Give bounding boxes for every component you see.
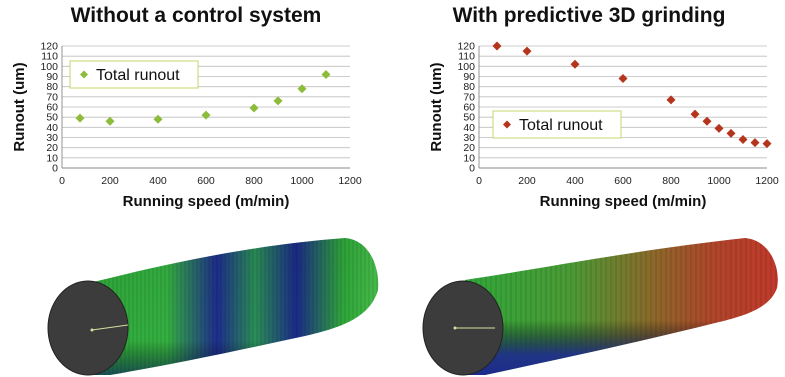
- data-point: [702, 116, 712, 126]
- chart-panel-right: With predictive 3D grinding 0 10 20 30 40 50 6…: [393, 0, 785, 220]
- y-axis-label: Runout (um): [11, 62, 28, 151]
- y-axis-label: Runout (um): [428, 62, 445, 151]
- y-tick-label: 90: [463, 71, 475, 83]
- x-axis-label: Running speed (m/min): [123, 193, 290, 210]
- y-tick-label: 10: [463, 152, 475, 164]
- roll-axis-line: [91, 324, 129, 331]
- y-tick-label: 110: [458, 51, 475, 63]
- x-tick-label: 0: [59, 175, 65, 187]
- x-tick-label: 200: [101, 175, 119, 187]
- y-tick-label: 120: [457, 41, 475, 53]
- x-axis-label: Running speed (m/min): [540, 193, 707, 210]
- y-tick-label: 0: [52, 163, 58, 175]
- legend-marker: [503, 120, 511, 129]
- x-tick-label: 800: [245, 175, 263, 187]
- x-tick-label: 1200: [338, 175, 362, 187]
- x-tick-label: 600: [614, 175, 632, 187]
- data-point: [273, 96, 283, 106]
- y-tick-label: 60: [463, 102, 475, 114]
- y-tick-label: 20: [46, 142, 58, 154]
- data-point: [738, 135, 748, 145]
- data-point: [570, 59, 580, 69]
- x-tick-label: 1000: [707, 175, 731, 187]
- y-tick-label: 80: [463, 81, 475, 93]
- data-point: [618, 74, 628, 84]
- data-point: [297, 84, 307, 94]
- data-point: [75, 113, 85, 123]
- y-tick-label: 10: [46, 152, 58, 164]
- data-point: [249, 103, 259, 113]
- legend-box: [492, 110, 622, 139]
- y-tick-label: 80: [46, 81, 58, 93]
- x-tick-label: 400: [566, 175, 584, 187]
- data-point: [762, 139, 772, 149]
- y-tick-label: 50: [463, 112, 475, 124]
- x-tick-label: 1200: [755, 175, 779, 187]
- data-point: [666, 95, 676, 105]
- x-tick-label: 400: [149, 175, 167, 187]
- legend-label: Total runout: [519, 117, 603, 134]
- y-tick-label: 70: [463, 91, 475, 103]
- data-point: [153, 114, 163, 124]
- data-point: [522, 46, 532, 56]
- legend-marker: [80, 70, 88, 79]
- y-tick-label: 100: [457, 61, 475, 73]
- y-tick-label: 90: [46, 71, 58, 83]
- data-point: [492, 41, 502, 51]
- data-point: [321, 69, 331, 79]
- y-tick-label: 40: [46, 122, 58, 134]
- x-tick-label: 600: [197, 175, 215, 187]
- roll-illustration-left: [47, 238, 379, 376]
- data-point: [201, 110, 211, 120]
- x-tick-label: 1000: [290, 175, 314, 187]
- legend-box: [69, 60, 199, 89]
- chart-title: With predictive 3D grinding: [452, 4, 726, 27]
- roll-end-face: [47, 280, 129, 376]
- y-tick-label: 60: [46, 102, 58, 114]
- y-tick-label: 30: [463, 132, 475, 144]
- x-tick-label: 200: [518, 175, 536, 187]
- y-tick-label: 120: [40, 41, 58, 53]
- y-tick-label: 50: [46, 112, 58, 124]
- chart-title: Without a control system: [70, 4, 322, 27]
- y-tick-label: 0: [469, 163, 475, 175]
- roll-illustration-right: [422, 238, 778, 376]
- y-tick-label: 110: [41, 51, 58, 63]
- y-tick-label: 30: [46, 132, 58, 144]
- y-tick-label: 20: [463, 142, 475, 154]
- data-point: [714, 123, 724, 133]
- y-tick-label: 100: [40, 61, 58, 73]
- y-tick-label: 40: [463, 122, 475, 134]
- data-point: [726, 128, 736, 138]
- y-tick-label: 70: [46, 91, 58, 103]
- data-point: [105, 116, 115, 126]
- x-tick-label: 0: [476, 175, 482, 187]
- x-tick-label: 800: [662, 175, 680, 187]
- chart-panel-left: Without a control system 0 10 20 30 40 50 60 70…: [0, 0, 392, 220]
- legend-label: Total runout: [96, 67, 180, 84]
- data-point: [690, 109, 700, 119]
- data-point: [750, 138, 760, 148]
